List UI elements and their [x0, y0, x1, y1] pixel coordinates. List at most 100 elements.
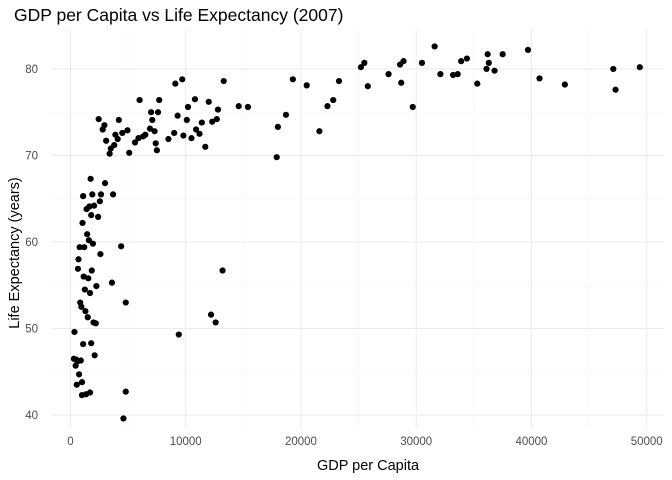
data-point — [142, 131, 149, 138]
data-point — [131, 139, 139, 146]
y-tick-label: 80 — [25, 64, 38, 76]
data-point — [97, 191, 105, 198]
data-point — [179, 76, 186, 83]
y-tick-label: 60 — [25, 237, 38, 249]
data-point — [75, 371, 83, 378]
data-point — [499, 51, 506, 58]
data-point — [610, 65, 617, 73]
x-tick-label: 50000 — [631, 436, 663, 448]
x-tick-label: 40000 — [515, 436, 547, 448]
data-point — [89, 240, 97, 247]
data-point — [115, 116, 122, 124]
data-point — [484, 51, 491, 58]
data-point — [81, 286, 88, 293]
gridlines — [52, 30, 664, 428]
data-point — [122, 388, 129, 395]
data-point — [485, 59, 492, 66]
x-tick-label: 0 — [67, 436, 73, 448]
data-point — [409, 103, 416, 111]
data-point — [219, 267, 226, 274]
data-point — [165, 135, 172, 143]
data-point — [88, 340, 95, 347]
data-point — [120, 415, 127, 422]
data-point — [149, 116, 156, 124]
data-point — [84, 314, 91, 321]
data-point — [93, 283, 100, 290]
x-tick-label: 30000 — [400, 436, 432, 448]
data-point — [357, 64, 364, 71]
data-point — [398, 79, 405, 86]
data-point — [524, 46, 532, 54]
data-point — [81, 244, 88, 251]
data-point — [400, 58, 407, 65]
data-point — [91, 352, 98, 359]
data-point — [330, 96, 337, 104]
data-point — [316, 128, 323, 135]
data-point — [174, 112, 181, 119]
x-axis-title: GDP per Capita — [317, 458, 420, 474]
data-point — [82, 308, 89, 315]
y-axis-title: Life Expectancy (years) — [7, 177, 23, 329]
y-tick-label: 70 — [25, 150, 38, 162]
data-point — [202, 143, 209, 150]
data-point — [101, 180, 109, 187]
data-point — [86, 203, 93, 210]
data-point — [449, 71, 457, 79]
data-point — [183, 116, 190, 124]
data-point — [80, 193, 87, 200]
data-point — [175, 331, 182, 338]
y-tick-label: 50 — [25, 324, 38, 336]
data-point — [437, 71, 444, 78]
data-point — [151, 128, 158, 135]
data-point — [85, 237, 92, 244]
data-point — [385, 71, 392, 78]
data-point — [84, 231, 91, 238]
data-point — [118, 243, 125, 250]
data-point — [106, 150, 113, 157]
data-point — [273, 154, 280, 161]
data-point — [90, 202, 98, 209]
data-point — [274, 123, 281, 131]
data-point — [71, 328, 78, 336]
data-point — [108, 279, 116, 286]
data-point — [289, 76, 296, 83]
data-point — [431, 43, 438, 50]
data-point — [95, 116, 102, 123]
data-point — [324, 103, 331, 110]
chart-title: GDP per Capita vs Life Expectancy (2007) — [14, 5, 343, 25]
data-point — [191, 96, 199, 103]
data-point — [244, 103, 252, 111]
data-point — [213, 116, 220, 123]
data-point — [122, 299, 129, 306]
data-point — [74, 265, 82, 272]
data-point — [86, 289, 94, 297]
data-point — [536, 75, 543, 82]
data-point — [76, 244, 83, 251]
data-point — [454, 71, 461, 78]
data-point — [458, 58, 465, 65]
data-points — [70, 43, 643, 422]
data-point — [78, 303, 85, 310]
data-point — [303, 82, 310, 89]
data-point — [220, 77, 227, 85]
y-tick-label: 40 — [25, 410, 38, 422]
data-point — [136, 96, 143, 104]
data-point — [96, 198, 103, 205]
data-point — [180, 132, 187, 139]
data-point — [146, 125, 154, 132]
data-point — [89, 191, 96, 198]
data-point — [483, 65, 490, 73]
data-point — [124, 127, 131, 134]
data-point — [205, 98, 212, 105]
data-point — [214, 106, 222, 113]
data-point — [103, 137, 110, 144]
data-point — [87, 175, 94, 182]
data-point — [114, 135, 121, 143]
data-point — [209, 118, 216, 125]
data-point — [85, 275, 92, 282]
x-tick-label: 20000 — [285, 436, 317, 448]
data-point — [561, 81, 568, 88]
y-axis-tick-labels: 40 50 60 70 80 — [25, 64, 38, 422]
data-point — [95, 213, 102, 220]
